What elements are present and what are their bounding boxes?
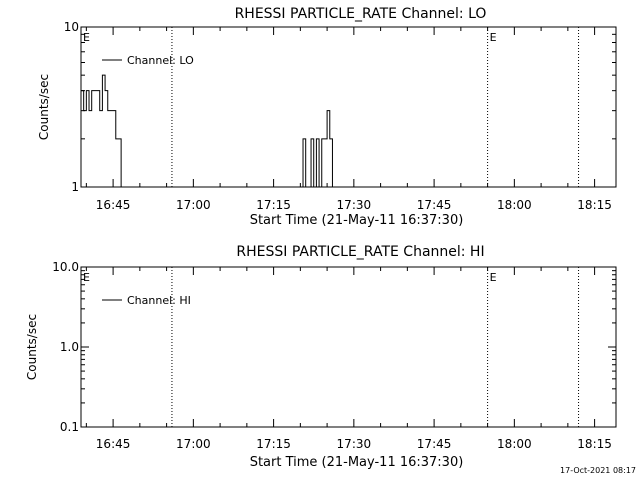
- chart1-event-label: E: [83, 271, 90, 284]
- chart1-x-tick-label: 17:45: [417, 437, 452, 451]
- chart0-x-tick-label: 18:15: [577, 198, 612, 212]
- chart1-y-tick-label: 0.1: [60, 420, 79, 434]
- chart1-plot-frame: [80, 266, 617, 428]
- chart1-y-axis-label: Counts/sec: [25, 314, 39, 380]
- chart1-y-tick-label: 10.0: [52, 260, 79, 274]
- chart1-x-tick-label: 18:00: [497, 437, 532, 451]
- chart0-x-tick-label: 18:00: [497, 198, 532, 212]
- chart0-y-axis-label: Counts/sec: [37, 74, 51, 140]
- chart1-x-tick-label: 17:15: [256, 437, 291, 451]
- chart0-x-tick-label: 16:45: [96, 198, 131, 212]
- chart-panel-lo: RHESSI PARTICLE_RATE Channel: LOE E16:45 1…: [37, 6, 617, 228]
- chart1-x-tick-label: 17:30: [337, 437, 372, 451]
- chart1-x-tick-label: 18:15: [577, 437, 612, 451]
- generation-timestamp: 17-Oct-2021 08:17: [560, 466, 636, 475]
- chart1-legend-label: Channel: HI: [127, 294, 191, 307]
- chart0-x-tick-label: 17:45: [417, 198, 452, 212]
- chart0-title: RHESSI PARTICLE_RATE Channel: LO: [235, 6, 487, 22]
- chart0-event-label: E: [490, 31, 497, 44]
- chart0-x-tick-label: 17:15: [256, 198, 291, 212]
- chart0-y-tick-label: 10: [64, 20, 79, 34]
- chart0-plot-frame: [80, 26, 617, 188]
- chart0-x-tick-label: 17:30: [337, 198, 372, 212]
- chart1-y-tick-label: 1.0: [60, 340, 79, 354]
- chart1-event-label: E: [490, 271, 497, 284]
- chart1-x-axis-label: Start Time (21-May-11 16:37:30): [250, 455, 464, 470]
- chart1-x-tick-label: 16:45: [96, 437, 131, 451]
- chart1-x-tick-label: 17:00: [176, 437, 211, 451]
- chart1-title: RHESSI PARTICLE_RATE Channel: HI: [236, 244, 484, 260]
- chart0-legend-label: Channel: LO: [127, 54, 194, 67]
- chart0-y-tick-label: 1: [71, 180, 79, 194]
- chart0-x-axis-label: Start Time (21-May-11 16:37:30): [250, 213, 464, 228]
- chart0-series-line: [81, 74, 333, 188]
- chart0-event-label: E: [83, 31, 90, 44]
- chart-panel-hi: RHESSI PARTICLE_RATE Channel: HI E E 16:45 1…: [25, 244, 617, 470]
- chart0-x-tick-label: 17:00: [176, 198, 211, 212]
